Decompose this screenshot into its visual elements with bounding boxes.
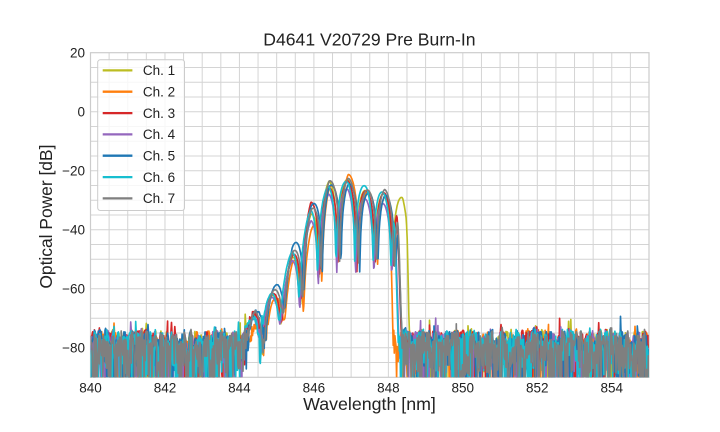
svg-text:Ch. 7: Ch. 7	[143, 191, 175, 206]
svg-text:0: 0	[77, 104, 85, 119]
svg-text:−40: −40	[62, 223, 85, 238]
svg-text:842: 842	[154, 380, 177, 395]
svg-text:840: 840	[79, 380, 102, 395]
svg-text:Ch. 2: Ch. 2	[143, 85, 175, 100]
svg-text:−60: −60	[62, 282, 85, 297]
svg-text:−80: −80	[62, 341, 85, 356]
svg-text:−20: −20	[62, 163, 85, 178]
svg-text:848: 848	[377, 380, 400, 395]
svg-text:20: 20	[70, 45, 85, 60]
svg-text:Optical Power [dB]: Optical Power [dB]	[36, 145, 56, 289]
svg-text:Ch. 3: Ch. 3	[143, 106, 175, 121]
svg-text:Ch. 4: Ch. 4	[143, 127, 176, 142]
svg-text:Ch. 6: Ch. 6	[143, 170, 175, 185]
svg-text:Ch. 5: Ch. 5	[143, 149, 175, 164]
svg-text:Wavelength [nm]: Wavelength [nm]	[303, 394, 436, 414]
svg-text:Ch. 1: Ch. 1	[143, 63, 175, 78]
svg-text:850: 850	[452, 380, 475, 395]
svg-text:844: 844	[228, 380, 251, 395]
svg-text:846: 846	[303, 380, 326, 395]
svg-text:D4641 V20729 Pre Burn-In: D4641 V20729 Pre Burn-In	[263, 29, 475, 49]
svg-text:854: 854	[601, 380, 624, 395]
svg-text:852: 852	[526, 380, 549, 395]
